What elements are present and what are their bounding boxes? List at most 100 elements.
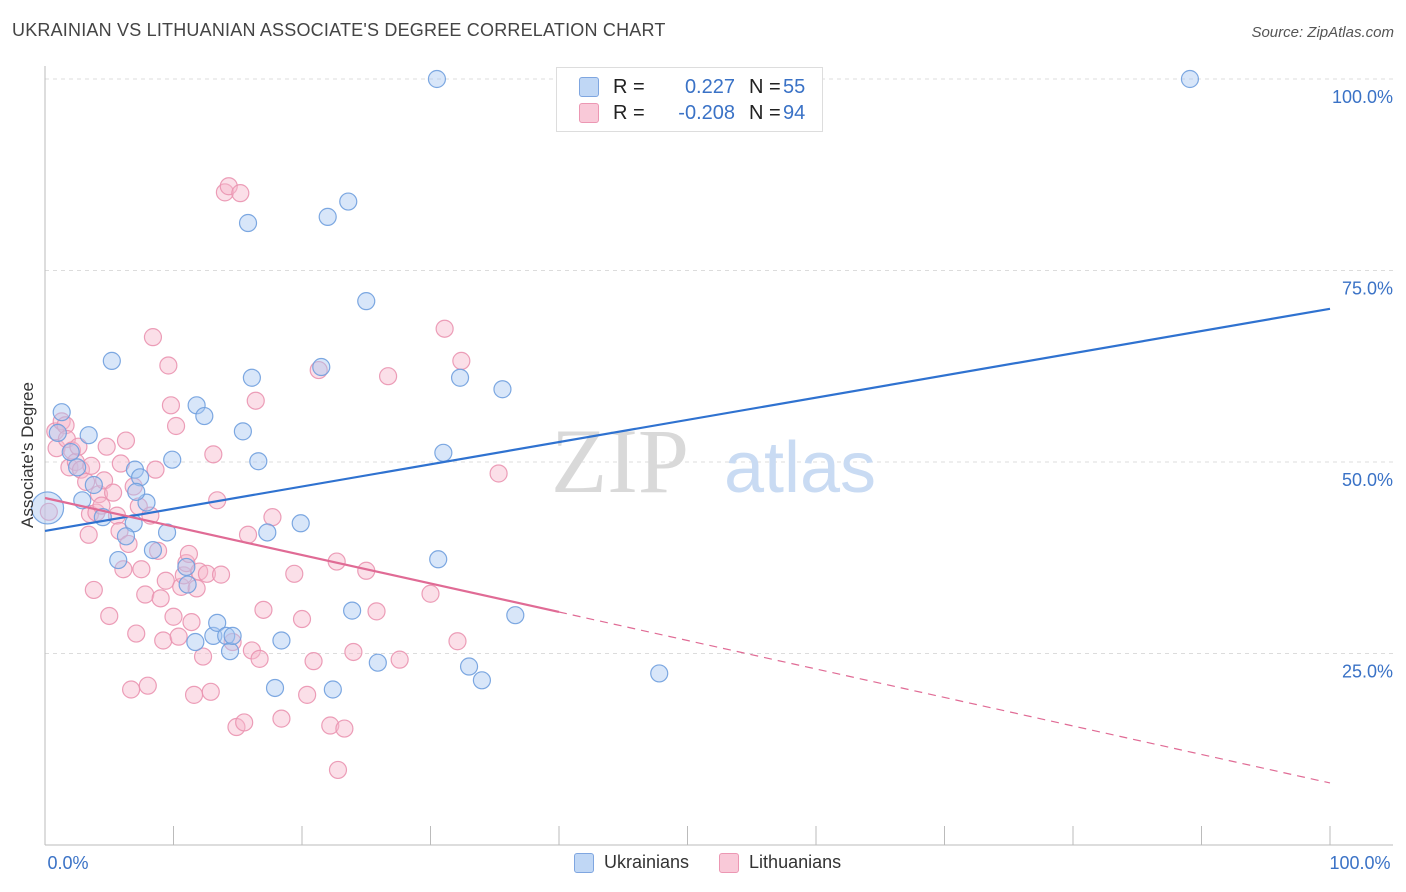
y-tick-label: 25.0% (1342, 662, 1393, 682)
lithuanians-points (39, 177, 508, 780)
data-point (357, 292, 376, 311)
watermark: ZIP atlas (551, 410, 876, 512)
data-point (493, 380, 512, 399)
data-point (138, 676, 157, 695)
data-point (201, 682, 220, 701)
data-point (127, 624, 146, 643)
legend-row-lithuanians: R = -0.208 N = 94 (579, 101, 805, 125)
data-point (435, 319, 454, 338)
data-point (48, 423, 67, 442)
data-point (318, 207, 337, 226)
watermark-zip: ZIP (551, 410, 689, 512)
data-point (102, 351, 121, 370)
legend-item-ukrainians: Ukrainians (574, 852, 689, 873)
data-point (208, 613, 227, 632)
data-point (82, 456, 101, 475)
data-point (143, 328, 163, 347)
data-point (291, 514, 310, 533)
data-point (339, 192, 358, 211)
data-point (148, 541, 168, 560)
data-point (84, 580, 103, 600)
data-point (89, 485, 109, 504)
data-point (68, 458, 87, 477)
data-point (489, 464, 508, 483)
data-point (97, 437, 116, 456)
data-point (39, 502, 58, 521)
data-point (132, 560, 151, 579)
legend-label-ukrainians: Ukrainians (604, 852, 690, 872)
data-point (231, 184, 250, 203)
data-point (114, 560, 133, 579)
legend-r-label: R = (613, 101, 645, 124)
data-point (506, 606, 525, 625)
data-point (450, 368, 470, 387)
data-point (472, 671, 491, 690)
data-point (448, 632, 467, 651)
data-point (258, 523, 277, 542)
y-axis-label: Associate's Degree (18, 382, 37, 528)
data-point (219, 177, 238, 196)
data-point (61, 442, 80, 462)
data-point (116, 431, 136, 450)
data-point (378, 367, 398, 386)
data-point (249, 452, 268, 471)
data-point (197, 564, 217, 583)
data-point (309, 360, 328, 380)
data-point (452, 351, 471, 370)
y-tick-label: 75.0% (1342, 279, 1393, 299)
data-point (184, 685, 204, 704)
data-point (130, 468, 150, 487)
data-point (166, 416, 186, 436)
lithuanians-swatch (579, 103, 599, 123)
data-point (159, 356, 178, 375)
ukrainians-points (30, 69, 1200, 699)
data-point (238, 213, 258, 233)
data-point (52, 403, 71, 422)
data-point (169, 627, 188, 646)
y-tick-labels: 25.0% 50.0% 75.0% 100.0% (1332, 87, 1393, 682)
data-point (367, 602, 386, 621)
data-point (146, 460, 165, 479)
legend-n-label: N = (749, 75, 781, 98)
chart-title: UKRAINIAN VS LITHUANIAN ASSOCIATE'S DEGR… (12, 20, 666, 40)
data-point (323, 680, 342, 699)
data-point (186, 632, 205, 652)
data-point (427, 69, 447, 89)
series-legend: Ukrainians Lithuanians (574, 852, 871, 873)
legend-n-label: N = (749, 101, 781, 124)
data-point (220, 642, 240, 661)
trend-line-lithuanians (44, 496, 560, 614)
axes (44, 66, 1393, 846)
data-point (250, 649, 269, 668)
data-point (246, 391, 265, 410)
legend-row-ukrainians: R = 0.227 N = 55 (579, 75, 805, 99)
data-point (343, 601, 362, 620)
data-point (335, 719, 354, 738)
data-point (217, 626, 236, 645)
data-point (116, 527, 136, 546)
grid-lines (45, 78, 1393, 654)
data-point (368, 653, 387, 672)
data-point (1180, 69, 1200, 89)
data-point (136, 585, 155, 604)
data-point (421, 584, 440, 603)
data-point (156, 571, 175, 590)
watermark-atlas: atlas (724, 428, 876, 508)
data-point (429, 550, 448, 569)
data-point (390, 650, 409, 669)
data-point (195, 406, 214, 426)
data-point (233, 422, 252, 441)
data-point (193, 647, 213, 666)
legend-item-lithuanians: Lithuanians (719, 852, 841, 873)
data-point (143, 540, 163, 560)
data-point (161, 396, 181, 415)
data-point (104, 483, 123, 502)
data-point (344, 642, 363, 662)
data-point (109, 550, 128, 570)
legend-r-value: 0.227 (684, 75, 735, 98)
data-point (151, 589, 170, 608)
legend-r-value: -0.208 (678, 101, 735, 124)
data-point (304, 652, 323, 671)
data-point (79, 426, 98, 445)
